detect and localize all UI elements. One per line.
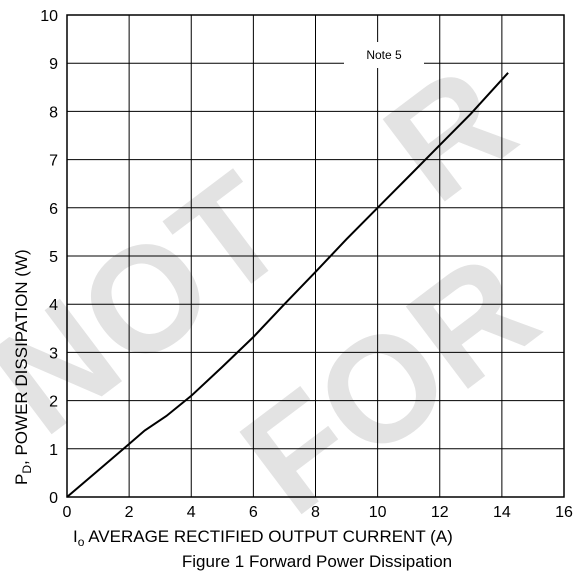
y-tick-label: 6	[49, 201, 58, 218]
watermark: NOT R FOR	[0, 34, 566, 546]
x-tick-label: 10	[369, 504, 387, 521]
y-tick-labels: 0 1 2 3 4 5 6 7 8 9 10	[40, 8, 58, 507]
x-tick-label: 12	[431, 504, 449, 521]
chart-title: Figure 1 Forward Power Dissipation	[182, 552, 452, 571]
x-tick-label: 16	[555, 504, 573, 521]
x-tick-label: 8	[311, 504, 320, 521]
x-tick-label: 4	[187, 504, 196, 521]
note-annotation: Note 5	[344, 42, 424, 68]
x-tick-label: 2	[125, 504, 134, 521]
x-tick-label: 6	[249, 504, 258, 521]
y-tick-label: 5	[49, 249, 58, 266]
y-tick-label: 0	[49, 490, 58, 507]
note-label: Note 5	[366, 48, 402, 62]
grid	[66, 14, 565, 498]
x-tick-label: 14	[493, 504, 511, 521]
x-tick-label: 0	[63, 504, 72, 521]
y-tick-label: 8	[49, 104, 58, 121]
y-tick-label: 2	[49, 394, 58, 411]
y-tick-label: 9	[49, 56, 58, 73]
plot-frame	[66, 14, 565, 498]
x-axis-label: Io AVERAGE RECTIFIED OUTPUT CURRENT (A)	[73, 527, 453, 549]
y-tick-label: 3	[49, 345, 58, 362]
y-axis-label: PD, POWER DISSIPATION (W)	[12, 249, 34, 485]
y-tick-label: 1	[49, 442, 58, 459]
x-tick-labels: 0 2 4 6 8 10 12 14 16	[63, 504, 573, 521]
y-tick-label: 4	[49, 297, 58, 314]
series-line	[66, 72, 509, 498]
y-tick-label: 10	[40, 8, 58, 25]
y-tick-label: 7	[49, 153, 58, 170]
